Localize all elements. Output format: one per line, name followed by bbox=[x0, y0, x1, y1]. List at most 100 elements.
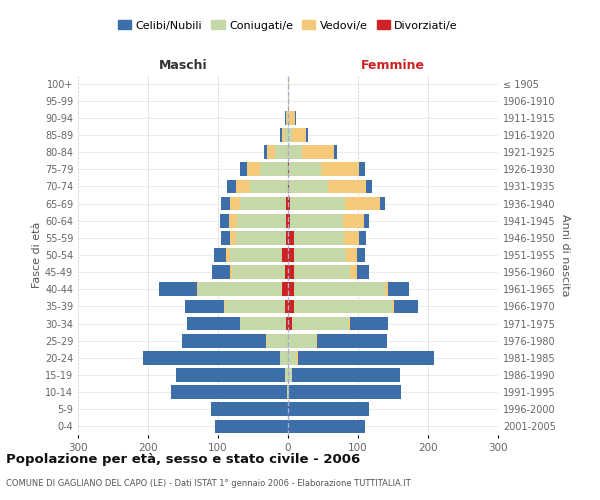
Bar bbox=[288, 231, 293, 244]
Bar bbox=[288, 402, 368, 416]
Bar bbox=[350, 316, 388, 330]
Bar bbox=[288, 76, 289, 90]
Bar bbox=[321, 162, 359, 176]
Bar bbox=[344, 231, 359, 244]
Bar bbox=[286, 196, 288, 210]
Bar bbox=[292, 316, 347, 330]
Bar bbox=[287, 111, 288, 124]
Y-axis label: Fasce di età: Fasce di età bbox=[32, 222, 42, 288]
Bar bbox=[187, 316, 240, 330]
Bar bbox=[280, 128, 282, 142]
Bar bbox=[350, 266, 356, 279]
Bar bbox=[288, 282, 293, 296]
Bar bbox=[288, 368, 292, 382]
Bar bbox=[298, 351, 434, 364]
Bar bbox=[288, 266, 293, 279]
Bar bbox=[392, 300, 394, 314]
Bar bbox=[292, 368, 400, 382]
Bar bbox=[230, 196, 241, 210]
Bar bbox=[289, 111, 295, 124]
Bar bbox=[260, 162, 288, 176]
Bar bbox=[232, 266, 284, 279]
Bar bbox=[289, 386, 401, 399]
Bar bbox=[359, 231, 367, 244]
Bar bbox=[284, 266, 288, 279]
Bar bbox=[316, 334, 317, 347]
Bar bbox=[266, 334, 267, 347]
Bar bbox=[293, 300, 392, 314]
Bar bbox=[286, 231, 288, 244]
Bar bbox=[176, 368, 284, 382]
Bar bbox=[288, 316, 292, 330]
Bar bbox=[241, 316, 286, 330]
Y-axis label: Anni di nascita: Anni di nascita bbox=[560, 214, 569, 296]
Bar bbox=[267, 334, 288, 347]
Bar bbox=[296, 351, 298, 364]
Bar bbox=[280, 351, 288, 364]
Legend: Celibi/Nubili, Coniugati/e, Vedovi/e, Divorziati/e: Celibi/Nubili, Coniugati/e, Vedovi/e, Di… bbox=[113, 16, 463, 35]
Bar bbox=[286, 214, 288, 228]
Text: Popolazione per età, sesso e stato civile - 2006: Popolazione per età, sesso e stato civil… bbox=[6, 452, 360, 466]
Bar bbox=[288, 351, 296, 364]
Bar bbox=[292, 128, 305, 142]
Bar bbox=[305, 128, 308, 142]
Bar bbox=[288, 162, 289, 176]
Bar bbox=[182, 334, 266, 347]
Bar bbox=[230, 231, 235, 244]
Bar bbox=[214, 248, 226, 262]
Bar bbox=[289, 180, 328, 194]
Bar bbox=[345, 196, 380, 210]
Bar bbox=[288, 386, 289, 399]
Bar bbox=[356, 266, 369, 279]
Bar bbox=[388, 282, 409, 296]
Bar bbox=[347, 316, 350, 330]
Bar bbox=[286, 316, 288, 330]
Bar bbox=[288, 180, 289, 194]
Bar bbox=[295, 111, 296, 124]
Bar bbox=[293, 266, 350, 279]
Bar bbox=[302, 146, 334, 159]
Bar bbox=[158, 282, 197, 296]
Bar bbox=[171, 386, 287, 399]
Bar bbox=[275, 146, 288, 159]
Bar bbox=[225, 300, 284, 314]
Bar bbox=[288, 334, 316, 347]
Bar bbox=[290, 214, 343, 228]
Bar bbox=[289, 162, 321, 176]
Bar bbox=[241, 196, 286, 210]
Text: Maschi: Maschi bbox=[158, 58, 208, 71]
Bar bbox=[224, 300, 225, 314]
Bar bbox=[211, 402, 288, 416]
Bar bbox=[263, 146, 267, 159]
Bar bbox=[287, 386, 288, 399]
Bar bbox=[267, 146, 275, 159]
Bar bbox=[283, 282, 288, 296]
Bar bbox=[293, 248, 346, 262]
Bar bbox=[288, 420, 365, 434]
Bar bbox=[334, 146, 337, 159]
Bar bbox=[288, 146, 302, 159]
Bar bbox=[247, 162, 260, 176]
Bar bbox=[288, 111, 289, 124]
Bar bbox=[285, 111, 286, 124]
Bar bbox=[241, 162, 247, 176]
Bar bbox=[288, 300, 293, 314]
Bar bbox=[284, 368, 288, 382]
Bar bbox=[328, 180, 367, 194]
Text: COMUNE DI GAGLIANO DEL CAPO (LE) - Dati ISTAT 1° gennaio 2006 - Elaborazione TUT: COMUNE DI GAGLIANO DEL CAPO (LE) - Dati … bbox=[6, 479, 411, 488]
Bar bbox=[235, 231, 286, 244]
Bar bbox=[221, 231, 230, 244]
Bar bbox=[212, 266, 230, 279]
Bar bbox=[367, 180, 372, 194]
Bar bbox=[221, 196, 230, 210]
Bar bbox=[226, 248, 230, 262]
Bar bbox=[143, 351, 280, 364]
Bar bbox=[185, 300, 224, 314]
Bar bbox=[290, 196, 345, 210]
Bar bbox=[343, 214, 364, 228]
Bar bbox=[215, 420, 288, 434]
Bar bbox=[197, 282, 199, 296]
Bar bbox=[346, 248, 356, 262]
Bar bbox=[250, 180, 288, 194]
Bar bbox=[380, 196, 385, 210]
